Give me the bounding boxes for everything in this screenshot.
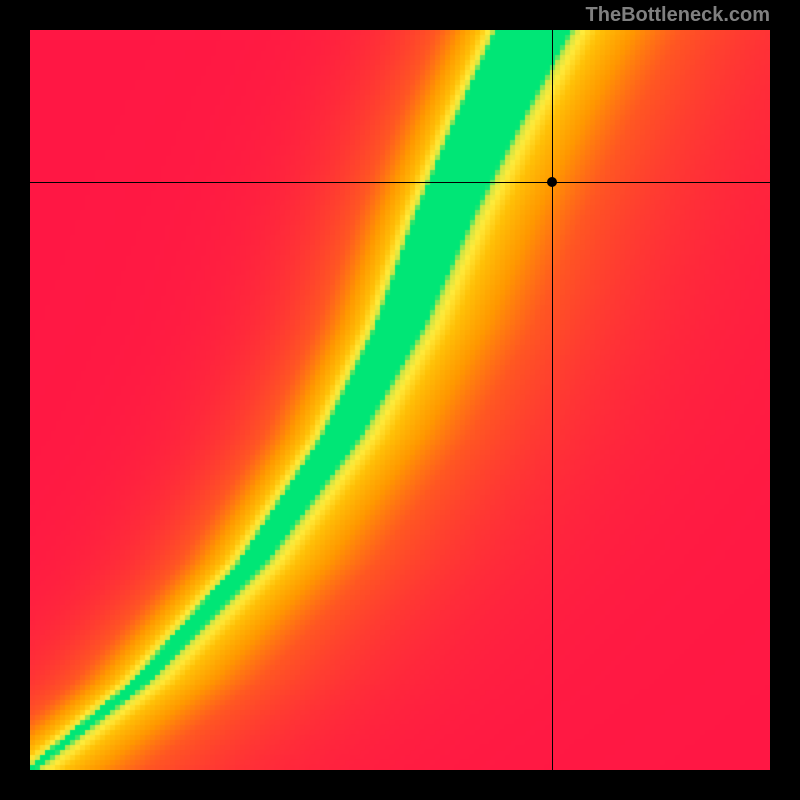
heatmap-canvas (30, 30, 770, 770)
crosshair-horizontal (30, 182, 770, 183)
crosshair-marker (547, 177, 557, 187)
crosshair-vertical (552, 30, 553, 770)
watermark-text: TheBottleneck.com (586, 4, 770, 27)
heatmap-chart (30, 30, 770, 770)
